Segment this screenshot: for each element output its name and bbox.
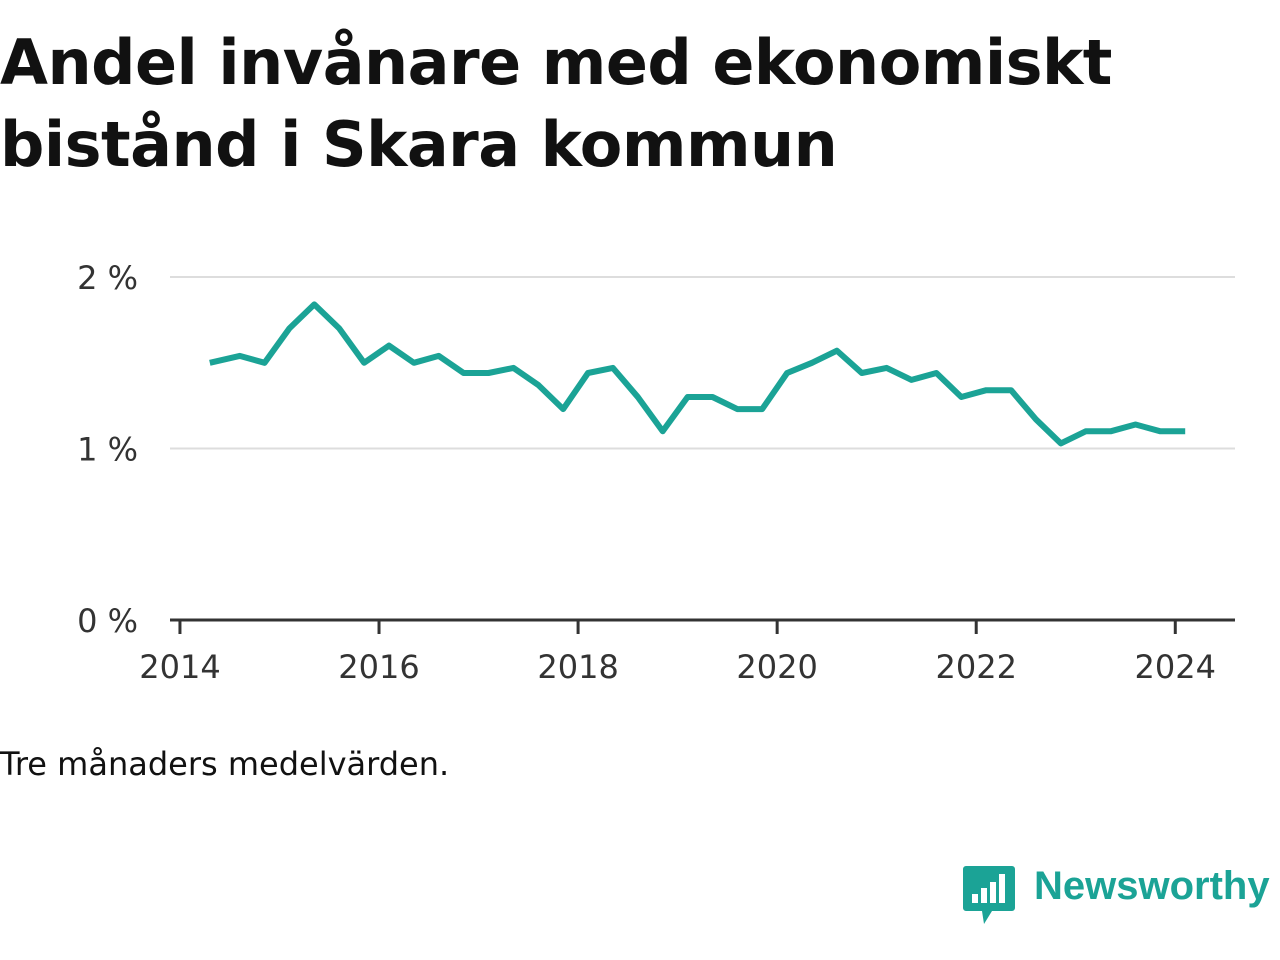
x-tick-label: 2016 [338, 648, 419, 686]
y-tick-label: 1 % [77, 431, 138, 469]
y-tick-label: 2 % [77, 259, 138, 297]
x-axis-labels: 2014 2016 2018 2020 2022 2024 [139, 648, 1216, 686]
bar-chart-speech-bubble-icon [963, 866, 1015, 924]
series-line [209, 301, 1186, 447]
gridlines [170, 276, 1235, 450]
x-tick-label: 2022 [935, 648, 1016, 686]
y-axis-labels: 0 % 1 % 2 % [77, 259, 138, 640]
line-chart: 0 % 1 % 2 % 2014 2016 2018 2020 2022 2024 [77, 259, 1235, 686]
chart-note: Tre månaders medelvärden. [0, 745, 450, 783]
x-tick-label: 2020 [736, 648, 817, 686]
brand-name: Newsworthy [1034, 864, 1270, 908]
x-tick-label: 2018 [537, 648, 618, 686]
x-tick-label: 2014 [139, 648, 220, 686]
y-tick-label: 0 % [77, 602, 138, 640]
chart-title: Andel invånare med ekonomiskt bistånd i … [0, 26, 1112, 181]
series-layer [209, 301, 1186, 447]
x-tick-label: 2024 [1135, 648, 1216, 686]
x-axis [170, 618, 1235, 634]
brand-logo[interactable]: Newsworthy [962, 862, 1280, 928]
